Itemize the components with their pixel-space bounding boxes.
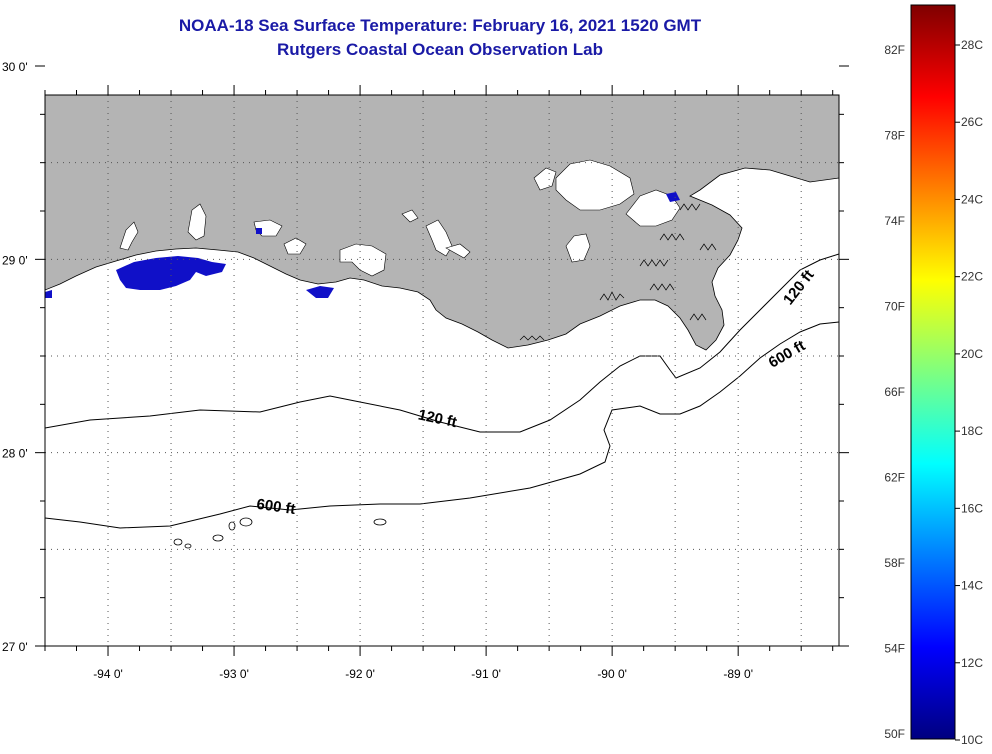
colorbar	[910, 4, 956, 740]
colorbar-c-label: 26C	[961, 115, 983, 129]
colorbar-f-label: 54F	[884, 642, 905, 656]
lon-tick-label: -92 0'	[345, 667, 375, 681]
lon-tick-label: -93 0'	[219, 667, 249, 681]
lat-tick-label: 28 0'	[2, 447, 28, 461]
axis-ticks	[35, 65, 849, 656]
map-frame	[44, 94, 840, 647]
lat-tick-label: 27 0'	[2, 640, 28, 654]
colorbar-f-label: 62F	[884, 471, 905, 485]
inland-water-patches	[119, 159, 681, 277]
delta-marsh	[519, 203, 717, 341]
colorbar-f-label: 70F	[884, 300, 905, 314]
graticule	[45, 95, 839, 646]
lon-tick-label: -91 0'	[471, 667, 501, 681]
colorbar-f-label: 66F	[884, 385, 905, 399]
colorbar-f-label: 58F	[884, 556, 905, 570]
land-mass	[45, 95, 839, 351]
isobath-islands	[173, 517, 387, 549]
colorbar-c-label: 16C	[961, 501, 983, 515]
isobath-120ft	[45, 253, 839, 433]
cold-sst-pixels	[45, 192, 680, 298]
colorbar-c-label: 20C	[961, 347, 983, 361]
contour-label-600ft-west: 600 ft	[255, 496, 296, 518]
colorbar-f-label: 78F	[884, 129, 905, 143]
colorbar-f-label: 82F	[884, 43, 905, 57]
colorbar-c-label: 12C	[961, 656, 983, 670]
colorbar-c-label: 22C	[961, 270, 983, 284]
axis-tick-labels: -94 0' -93 0' -92 0' -91 0' -90 0' -89 0' 30 0…	[2, 60, 753, 681]
colorbar-c-label: 14C	[961, 579, 983, 593]
map-subtitle: Rutgers Coastal Ocean Observation Lab	[277, 40, 603, 59]
colorbar-fahrenheit-labels: 82F 78F 74F 70F 66F 62F 58F 54F 50F	[884, 43, 905, 741]
colorbar-c-label: 28C	[961, 38, 983, 52]
colorbar-f-label: 74F	[884, 214, 905, 228]
lon-tick-label: -94 0'	[93, 667, 123, 681]
isobath-600ft	[45, 321, 839, 529]
lat-tick-label: 29 0'	[2, 253, 28, 267]
lat-tick-label: 30 0'	[2, 60, 28, 74]
colorbar-c-label: 18C	[961, 424, 983, 438]
colorbar-c-label: 10C	[961, 733, 983, 747]
colorbar-celsius-labels: 28C 26C 24C 22C 20C 18C 16C 14C 12C 10C	[955, 38, 983, 747]
lon-tick-label: -89 0'	[723, 667, 753, 681]
colorbar-c-label: 24C	[961, 192, 983, 206]
map-title: NOAA-18 Sea Surface Temperature: Februar…	[178, 16, 702, 35]
lon-tick-label: -90 0'	[597, 667, 627, 681]
colorbar-f-label: 50F	[884, 727, 905, 741]
